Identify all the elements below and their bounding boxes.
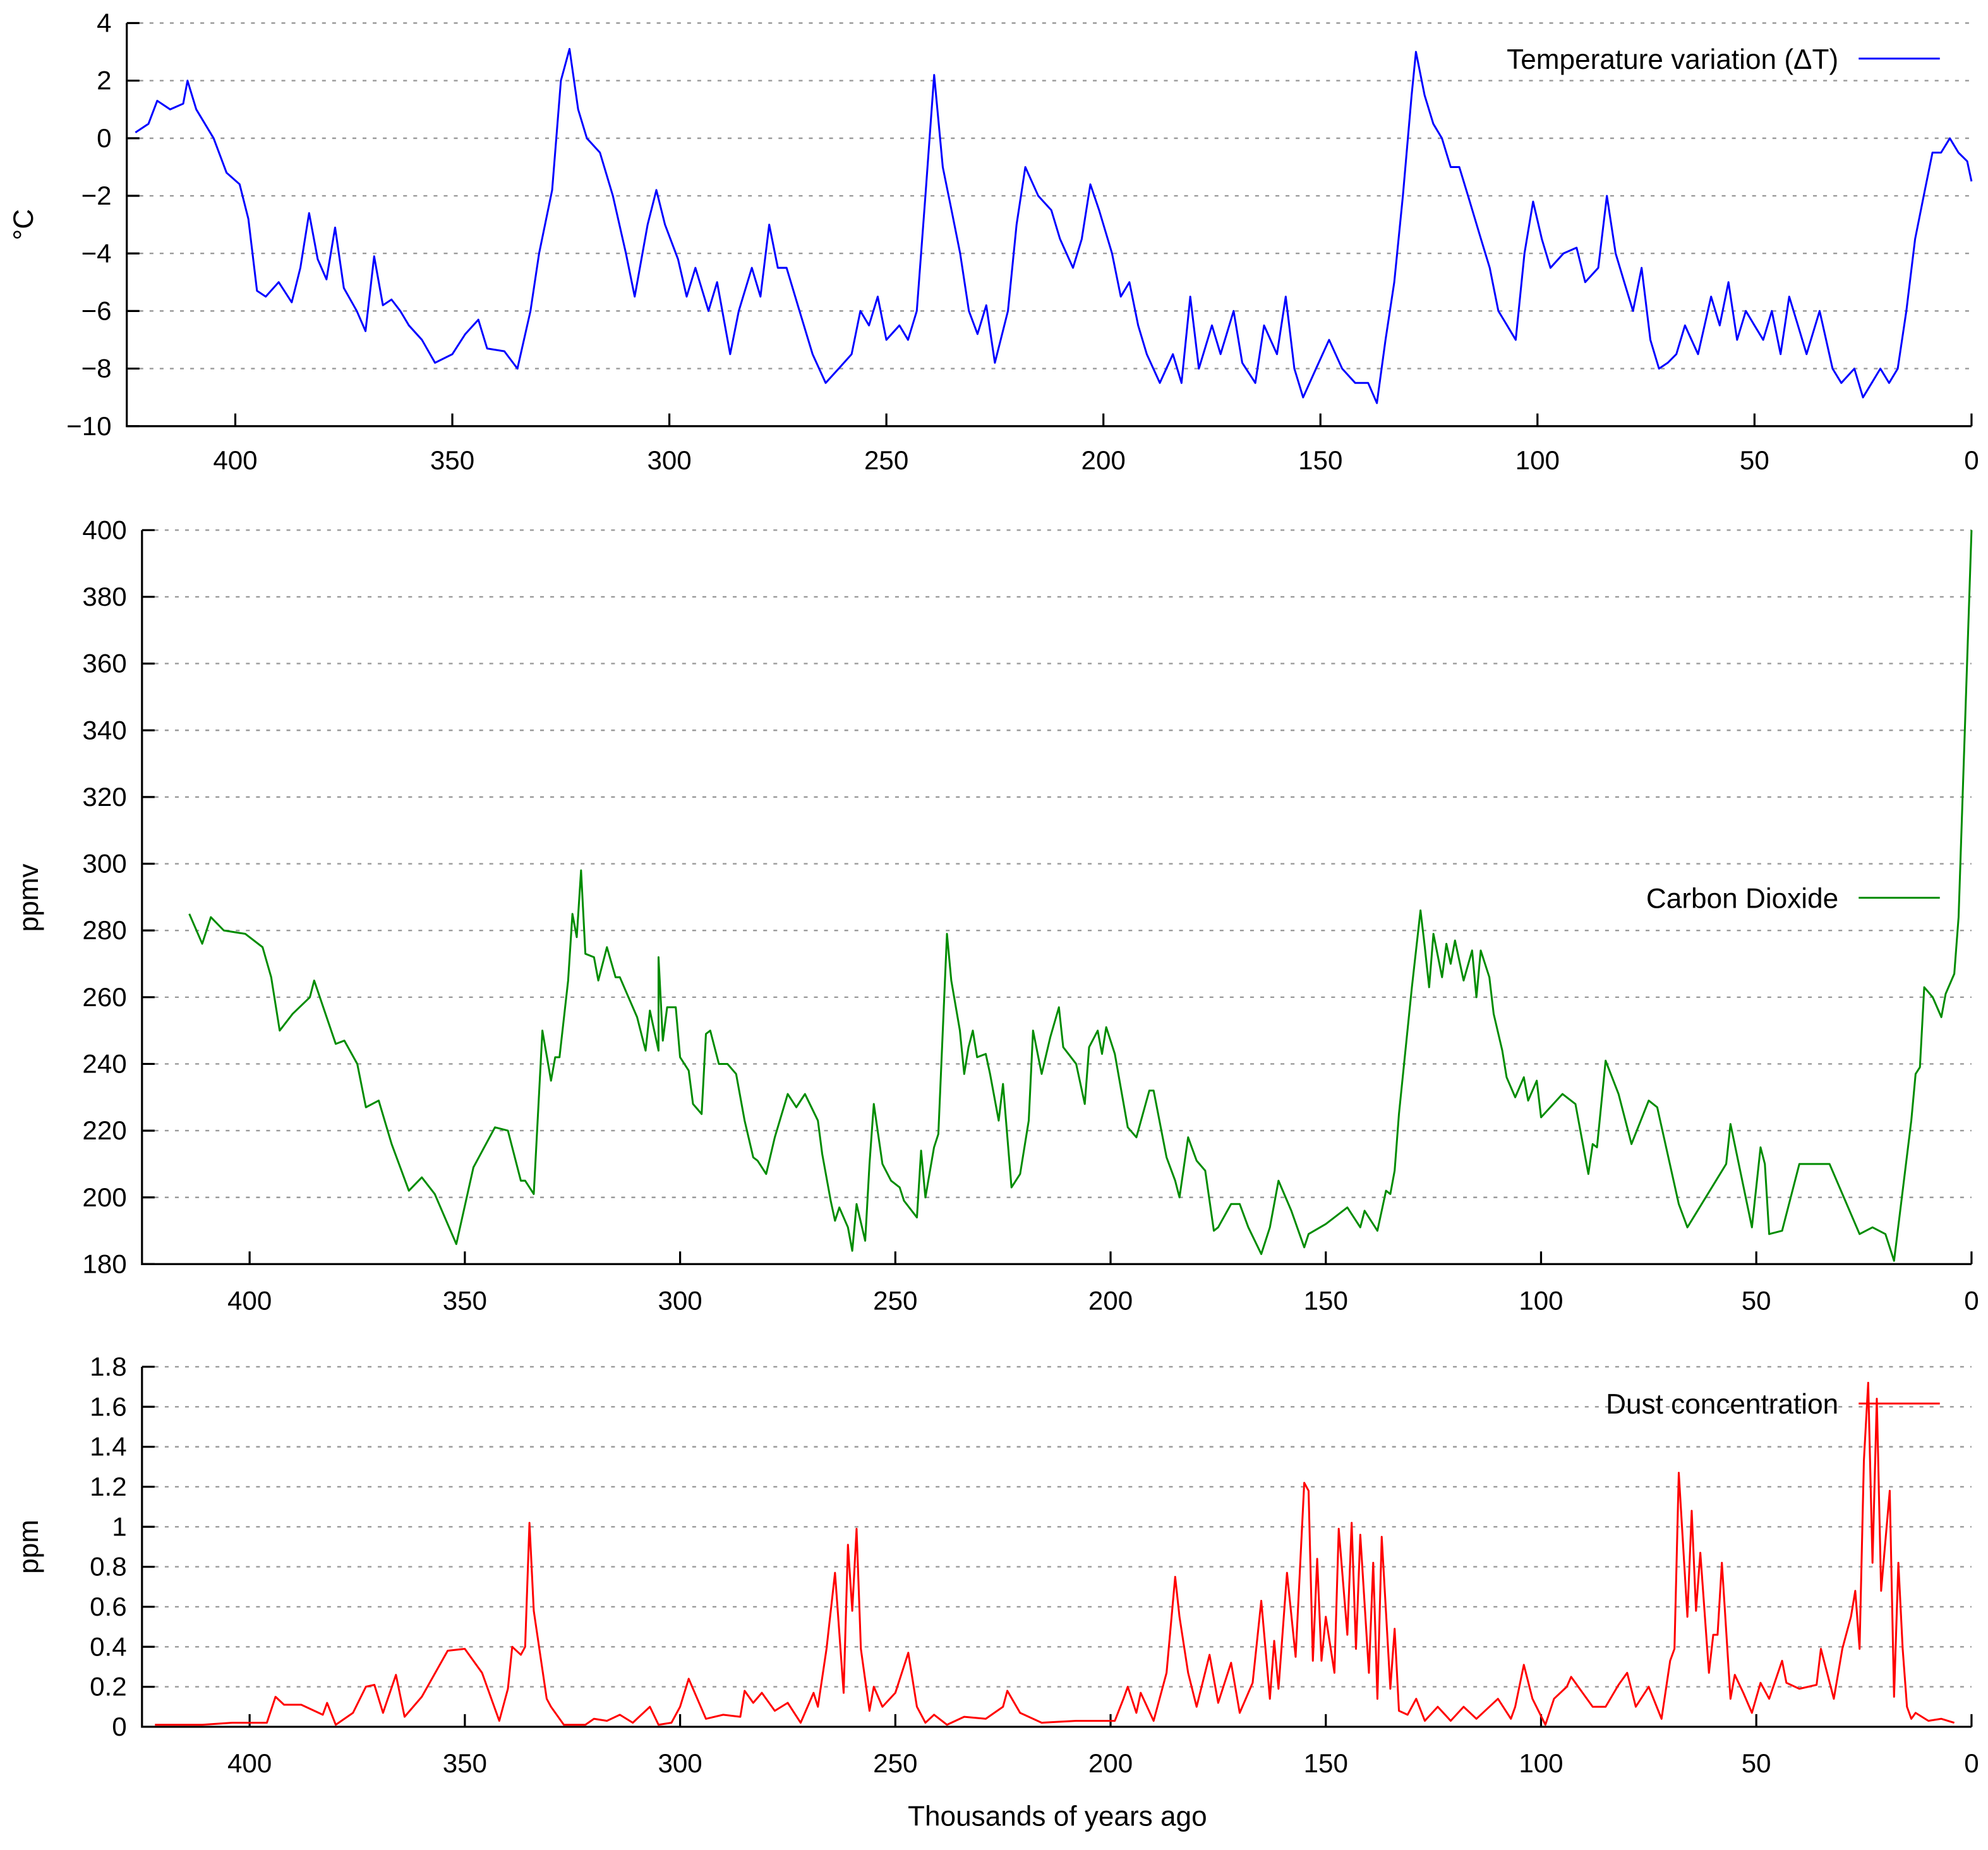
y-tick-label: 0 [112, 1712, 126, 1741]
y-tick-label: −2 [81, 181, 112, 210]
y-tick-label: 320 [82, 782, 126, 812]
y-tick-label: 1.2 [90, 1472, 127, 1501]
x-tick-label: 250 [873, 1286, 917, 1316]
legend-label-temperature: Temperature variation (ΔT) [1507, 44, 1838, 75]
x-tick-label: 100 [1519, 1748, 1563, 1778]
y-tick-label: 0 [97, 123, 111, 153]
panel-co2: 400 380 360 340 320 300 280 260 240 220 200 180 400 3… [82, 515, 1979, 1315]
series-line-dust [155, 1381, 1955, 1726]
legend-label-co2: Carbon Dioxide [1646, 883, 1838, 914]
x-tick-label: 0 [1964, 445, 1979, 475]
y-tick-label: 0.2 [90, 1672, 127, 1702]
x-tick-label: 150 [1304, 1748, 1348, 1778]
x-tick-label: 50 [1742, 1286, 1771, 1316]
y-tick-label: 0.6 [90, 1592, 127, 1621]
y-tick-label: −6 [81, 296, 112, 325]
y-tick-label: 1.6 [90, 1391, 127, 1421]
y-tick-label: 1.4 [90, 1432, 127, 1462]
y-tick-label: 1.8 [90, 1352, 127, 1381]
y-tick-label: 380 [82, 582, 126, 611]
y-tick-label: 280 [82, 915, 126, 945]
x-tick-label: 300 [658, 1286, 702, 1316]
panel-temperature: 4 2 0 −2 −4 −6 −8 −10 400 350 300 250 200 150 100 50 0 [66, 8, 1979, 475]
x-tick-label: 0 [1964, 1748, 1979, 1778]
x-tick-label: 400 [213, 445, 257, 475]
y-tick-label: 300 [82, 849, 126, 879]
x-tick-label: 100 [1519, 1286, 1563, 1316]
y-axis-label-temperature: °C [8, 209, 39, 241]
x-tick-label: 200 [1088, 1748, 1133, 1778]
y-tick-label: 220 [82, 1115, 126, 1145]
panel-dust: 1.8 1.6 1.4 1.2 1 0.8 0.6 0.4 0.2 0 400 350 300 250 20… [90, 1352, 1979, 1778]
y-tick-label: −4 [81, 238, 112, 268]
y-tick-label: 180 [82, 1249, 126, 1278]
legend-label-dust: Dust concentration [1606, 1389, 1838, 1420]
y-tick-label: 200 [82, 1182, 126, 1212]
y-tick-label: 360 [82, 649, 126, 678]
x-tick-label: 50 [1740, 445, 1769, 475]
y-tick-label: 340 [82, 715, 126, 745]
x-tick-label: 250 [873, 1748, 917, 1778]
x-tick-label: 350 [430, 445, 474, 475]
x-tick-label: 100 [1515, 445, 1560, 475]
x-tick-label: 350 [443, 1286, 487, 1316]
y-tick-label: 400 [82, 515, 126, 544]
y-tick-label: 2 [97, 66, 111, 95]
series-line-temperature [135, 47, 1973, 404]
x-tick-label: 250 [864, 445, 908, 475]
y-tick-label: −10 [66, 411, 111, 441]
y-tick-label: 0.4 [90, 1631, 127, 1661]
y-tick-label: 1 [112, 1511, 126, 1541]
y-tick-label: 260 [82, 982, 126, 1012]
y-tick-label: 240 [82, 1048, 126, 1078]
y-axis-label-dust: ppm [13, 1520, 44, 1574]
x-tick-label: 300 [658, 1748, 702, 1778]
x-axis-label: Thousands of years ago [908, 1801, 1207, 1832]
x-tick-label: 150 [1304, 1286, 1348, 1316]
x-tick-label: 350 [443, 1748, 487, 1778]
axis-frame [126, 23, 1972, 428]
y-axis-label-co2: ppmv [13, 863, 44, 932]
axis-frame [141, 1366, 1972, 1728]
x-tick-label: 400 [227, 1286, 272, 1316]
x-tick-label: 400 [227, 1748, 272, 1778]
x-tick-label: 50 [1742, 1748, 1771, 1778]
series-line-co2 [188, 530, 1973, 1262]
x-tick-label: 300 [647, 445, 691, 475]
x-tick-label: 200 [1081, 445, 1126, 475]
x-tick-label: 200 [1088, 1286, 1133, 1316]
x-tick-label: 150 [1298, 445, 1342, 475]
axis-frame [141, 530, 1972, 1265]
y-tick-label: −8 [81, 354, 112, 383]
x-tick-label: 0 [1964, 1286, 1979, 1316]
y-tick-label: 0.8 [90, 1552, 127, 1582]
y-tick-label: 4 [97, 8, 111, 38]
